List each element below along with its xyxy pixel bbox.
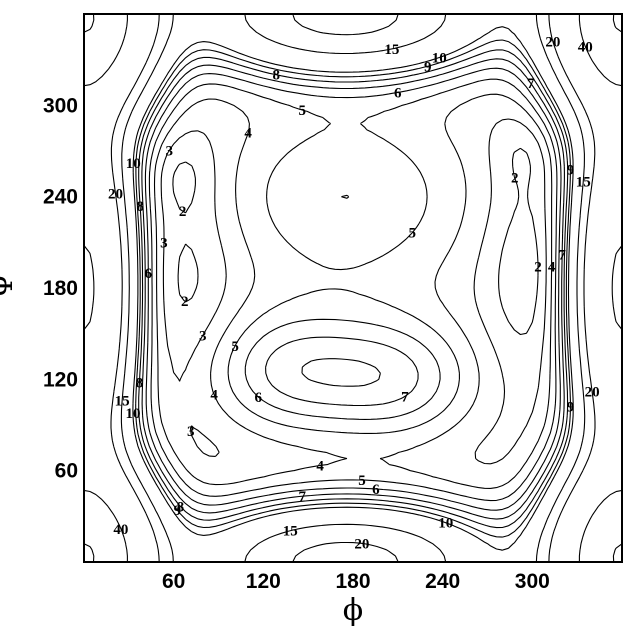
x-axis-title: ϕ <box>343 593 363 628</box>
contour-label-7: 7 <box>401 389 409 405</box>
contour-label-15: 15 <box>384 42 399 58</box>
contour-label-8: 8 <box>136 199 144 215</box>
contour-label-20: 20 <box>585 385 600 401</box>
contour-label-6: 6 <box>145 266 153 282</box>
contour-label-7: 7 <box>527 76 535 92</box>
contour-label-15: 15 <box>283 524 298 540</box>
contour-label-9: 9 <box>424 59 432 75</box>
contour-line-2 <box>172 147 539 336</box>
contour-label-7: 7 <box>558 248 566 264</box>
y-tick-label: 60 <box>55 460 78 483</box>
contour-line-7 <box>141 58 565 520</box>
contour-label-2: 2 <box>181 294 189 310</box>
contour-label-10: 10 <box>432 51 447 67</box>
contour-label-10: 10 <box>126 406 141 422</box>
contour-label-2: 2 <box>179 204 187 220</box>
contour-label-9: 9 <box>567 162 575 178</box>
contour-label-15: 15 <box>115 394 130 410</box>
contour-label-15: 15 <box>576 174 591 190</box>
contour-label-3: 3 <box>166 144 174 160</box>
contour-label-20: 20 <box>545 34 560 50</box>
x-tick-label: 180 <box>335 570 370 593</box>
x-tick-label: 240 <box>425 570 460 593</box>
contour-label-20: 20 <box>354 536 369 552</box>
y-tick-label: 180 <box>43 277 78 300</box>
contour-line-4 <box>153 93 553 489</box>
contour-line-20 <box>110 13 596 563</box>
contour-lines <box>83 13 623 563</box>
contour-line-60 <box>83 13 623 563</box>
contour-label-6: 6 <box>254 390 262 406</box>
x-tick-labels: 60 120 180 240 300 <box>162 570 550 593</box>
contour-label-5: 5 <box>409 226 417 242</box>
y-tick-label: 120 <box>43 368 78 391</box>
contour-label-8: 8 <box>272 68 280 84</box>
contour-label-6: 6 <box>394 85 402 101</box>
contour-label-4: 4 <box>548 260 556 276</box>
contour-label-10: 10 <box>126 156 141 172</box>
y-tick-labels: 60 120 180 240 300 <box>43 94 78 482</box>
contour-labels: 2222333344445555666677778888999910101010… <box>108 34 600 552</box>
contour-line-5 <box>148 78 558 502</box>
y-tick-label: 240 <box>43 186 78 209</box>
contour-label-3: 3 <box>187 424 195 440</box>
contour-line-40 <box>83 14 623 562</box>
contour-label-8: 8 <box>177 499 185 515</box>
contour-label-5: 5 <box>298 103 306 119</box>
contour-label-3: 3 <box>199 329 207 345</box>
contour-label-4: 4 <box>210 388 218 404</box>
contour-label-4: 4 <box>316 459 324 475</box>
contour-label-20: 20 <box>108 187 123 203</box>
contour-label-7: 7 <box>298 489 306 505</box>
contour-label-5: 5 <box>231 339 239 355</box>
contour-label-40: 40 <box>578 40 593 56</box>
contour-label-2: 2 <box>511 171 519 187</box>
x-tick-label: 300 <box>515 570 550 593</box>
contour-label-8: 8 <box>136 375 144 391</box>
contour-line-9 <box>135 39 572 538</box>
contour-line-10 <box>132 26 574 551</box>
contour-label-4: 4 <box>244 126 252 142</box>
contour-label-9: 9 <box>174 503 182 519</box>
contour-label-2: 2 <box>534 260 542 276</box>
contour-label-10: 10 <box>438 516 453 532</box>
contour-label-40: 40 <box>113 522 128 538</box>
x-tick-label: 120 <box>246 570 281 593</box>
contour-label-9: 9 <box>567 400 575 416</box>
y-axis-title: Ψ <box>0 273 20 299</box>
contour-line-15 <box>120 13 586 563</box>
contour-label-5: 5 <box>358 473 366 489</box>
x-tick-label: 60 <box>162 570 185 593</box>
contour-line-8 <box>138 49 569 529</box>
contour-label-6: 6 <box>372 482 380 498</box>
y-tick-label: 300 <box>43 94 78 117</box>
contour-line-3 <box>160 118 547 465</box>
contour-line-6 <box>144 67 562 511</box>
contour-label-3: 3 <box>160 235 168 251</box>
